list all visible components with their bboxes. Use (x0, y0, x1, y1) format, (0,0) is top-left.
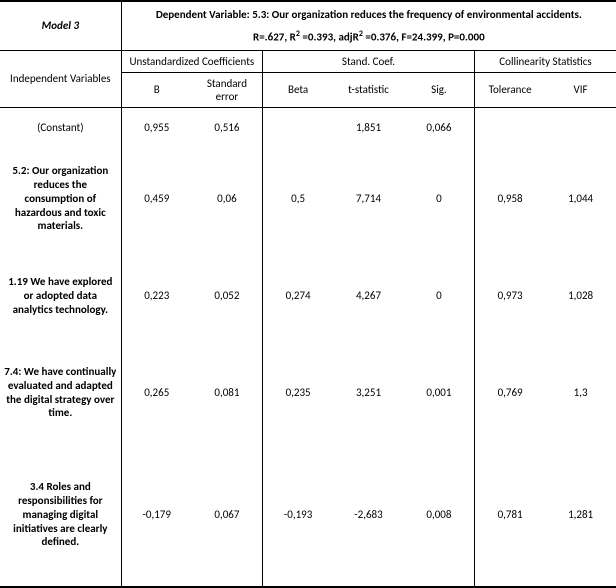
cell-beta (263, 107, 334, 148)
independent-variables-header: Independent Variables (0, 50, 121, 107)
cell-beta: -0,193 (263, 444, 334, 587)
cell-sig: 0,066 (404, 107, 475, 148)
cell-sig: 0,001 (404, 342, 475, 444)
iv-cell: 5.2: Our organization reduces the consum… (0, 148, 121, 250)
table-row: 1.19 We have explored or adopted data an… (0, 250, 616, 342)
cell-t: 4,267 (333, 250, 404, 342)
model-fit-stats: R=.627, R2 =0.393, adjR2 =0.376, F=24.39… (121, 25, 616, 50)
iv-cell: (Constant) (0, 107, 121, 148)
cell-vif: 1,044 (545, 148, 616, 250)
cell-sig: 0 (404, 250, 475, 342)
cell-vif (545, 107, 616, 148)
iv-cell: 3.4 Roles and responsibilities for manag… (0, 444, 121, 587)
cell-tol (475, 107, 546, 148)
col-se: Standard error (192, 72, 263, 107)
cell-b: 0,223 (121, 250, 192, 342)
cell-beta: 0,5 (263, 148, 334, 250)
col-tol: Tolerance (475, 72, 546, 107)
cell-vif: 1,028 (545, 250, 616, 342)
cell-vif: 1,3 (545, 342, 616, 444)
cell-sig: 0,008 (404, 444, 475, 587)
dependent-variable-title: Dependent Variable: 5.3: Our organizatio… (121, 1, 616, 25)
cell-beta: 0,235 (263, 342, 334, 444)
cell-se: 0,516 (192, 107, 263, 148)
cell-sig: 0 (404, 148, 475, 250)
cell-tol: 0,958 (475, 148, 546, 250)
cell-se: 0,067 (192, 444, 263, 587)
cell-tol: 0,769 (475, 342, 546, 444)
stats-suffix: =0.376, F=24.399, P=0.000 (363, 31, 485, 44)
cell-b: 0,459 (121, 148, 192, 250)
cell-t: 7,714 (333, 148, 404, 250)
cell-b: -0,179 (121, 444, 192, 587)
cell-t: -2,683 (333, 444, 404, 587)
col-t: t-statistic (333, 72, 404, 107)
cell-tol: 0,781 (475, 444, 546, 587)
cell-se: 0,081 (192, 342, 263, 444)
iv-cell: 7.4: We have continually evaluated and a… (0, 342, 121, 444)
table-row: 7.4: We have continually evaluated and a… (0, 342, 616, 444)
stats-prefix: R=.627, R (253, 31, 296, 44)
iv-cell: 1.19 We have explored or adopted data an… (0, 250, 121, 342)
cell-vif: 1,281 (545, 444, 616, 587)
cell-t: 3,251 (333, 342, 404, 444)
group-standardized: Stand. Coef. (263, 50, 475, 72)
cell-se: 0,06 (192, 148, 263, 250)
table-row: 5.2: Our organization reduces the consum… (0, 148, 616, 250)
model-label: Model 3 (0, 1, 121, 50)
col-sig: Sig. (404, 72, 475, 107)
col-vif: VIF (545, 72, 616, 107)
group-unstandardized: Unstandardized Coefficients (121, 50, 262, 72)
cell-beta: 0,274 (263, 250, 334, 342)
cell-b: 0,265 (121, 342, 192, 444)
table-row: (Constant)0,9550,516 1,8510,066 (0, 107, 616, 148)
cell-se: 0,052 (192, 250, 263, 342)
cell-b: 0,955 (121, 107, 192, 148)
cell-t: 1,851 (333, 107, 404, 148)
table-body: (Constant)0,9550,516 1,8510,066 5.2: Our o… (0, 107, 616, 587)
stats-mid: =0.393, adjR (300, 31, 359, 44)
col-beta: Beta (263, 72, 334, 107)
col-b: B (121, 72, 192, 107)
group-collinearity: Collinearity Statistics (475, 50, 616, 72)
regression-table: Model 3 Dependent Variable: 5.3: Our org… (0, 0, 616, 588)
table-row: 3.4 Roles and responsibilities for manag… (0, 444, 616, 587)
cell-tol: 0,973 (475, 250, 546, 342)
